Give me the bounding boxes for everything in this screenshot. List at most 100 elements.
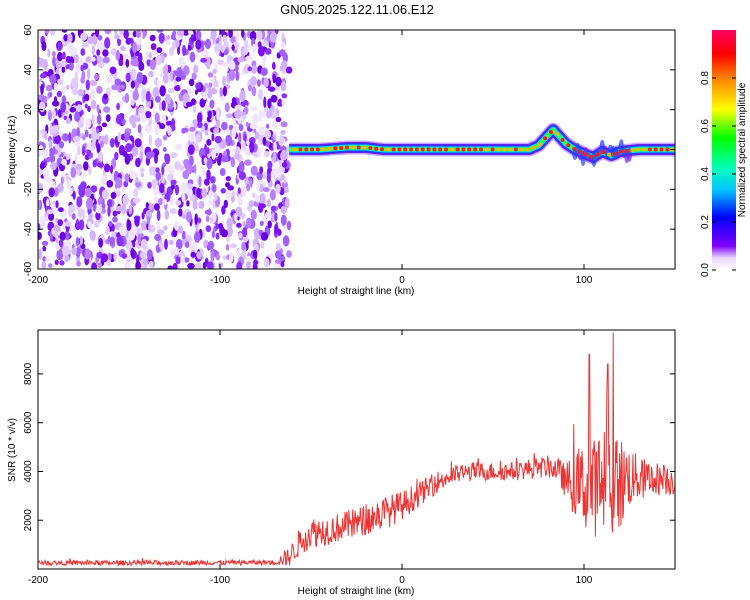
noise-speckle bbox=[256, 79, 261, 87]
noise-speckle bbox=[131, 68, 137, 80]
ridge-core-dot bbox=[601, 150, 606, 154]
noise-speckle bbox=[76, 260, 81, 267]
noise-speckle bbox=[200, 57, 208, 63]
noise-speckle bbox=[250, 105, 258, 112]
noise-speckle bbox=[38, 168, 43, 176]
noise-speckle bbox=[64, 255, 70, 262]
x-tick-label: -200 bbox=[28, 575, 48, 586]
noise-speckle bbox=[231, 196, 235, 203]
ridge-core-dot bbox=[566, 143, 571, 148]
ridge-core-dot bbox=[368, 146, 373, 150]
noise-speckle bbox=[279, 134, 284, 145]
noise-speckle bbox=[55, 200, 59, 209]
noise-speckle bbox=[167, 88, 175, 93]
snr-y-ticks: 2000 4000 6000 8000 bbox=[23, 362, 675, 531]
ridge-core-dot bbox=[426, 147, 431, 152]
noise-speckle bbox=[175, 76, 182, 82]
noise-speckle bbox=[220, 30, 225, 36]
noise-speckle bbox=[93, 73, 99, 81]
noise-speckle bbox=[69, 107, 76, 113]
snr-panel: -200 -100 0 100 2000 4000 6000 8000 Height of … bbox=[7, 329, 676, 597]
noise-speckle bbox=[237, 56, 244, 63]
noise-speckle bbox=[242, 220, 246, 227]
snr-plot-area bbox=[38, 330, 675, 569]
noise-speckle bbox=[106, 180, 114, 188]
noise-speckle bbox=[44, 130, 48, 141]
noise-speckle bbox=[225, 176, 231, 182]
ridge-core-dot bbox=[508, 147, 513, 152]
noise-speckle bbox=[257, 148, 261, 158]
noise-speckle bbox=[148, 134, 152, 146]
noise-speckle bbox=[206, 147, 210, 155]
noise-speckle bbox=[89, 80, 97, 87]
noise-speckle bbox=[135, 261, 141, 269]
colorbar-ticks: 0.0 0.2 0.4 0.6 0.8 bbox=[700, 71, 736, 277]
colorbar-tick-label: 0.6 bbox=[700, 119, 711, 133]
noise-speckle bbox=[57, 219, 64, 227]
x-tick-label: -100 bbox=[210, 575, 230, 586]
ridge-core-dot bbox=[385, 147, 390, 152]
noise-speckle bbox=[211, 133, 215, 142]
noise-speckle bbox=[272, 61, 276, 70]
colorbar-label: Normalized spectral amplitude bbox=[737, 82, 748, 217]
noise-speckle bbox=[75, 256, 81, 262]
noise-speckle bbox=[182, 170, 190, 180]
noise-speckle bbox=[74, 111, 81, 123]
noise-speckle bbox=[50, 30, 56, 37]
noise-speckle bbox=[189, 155, 194, 166]
ridge-core-dot bbox=[612, 151, 617, 156]
noise-speckle bbox=[159, 85, 166, 97]
ridge-core-dot bbox=[624, 148, 629, 153]
noise-speckle bbox=[153, 203, 160, 211]
noise-speckle bbox=[245, 55, 253, 62]
noise-speckle bbox=[76, 196, 83, 208]
noise-speckle bbox=[79, 235, 83, 246]
noise-speckle bbox=[175, 239, 183, 250]
ridge-core-dot bbox=[479, 147, 483, 152]
noise-speckle bbox=[38, 101, 46, 113]
y-tick-label: 2000 bbox=[23, 509, 34, 532]
noise-speckle bbox=[122, 194, 130, 206]
noise-speckle bbox=[55, 68, 60, 74]
noise-speckle bbox=[210, 216, 213, 224]
noise-speckle bbox=[274, 250, 282, 259]
noise-speckle bbox=[164, 210, 170, 220]
noise-speckle bbox=[57, 42, 63, 51]
noise-speckle bbox=[205, 215, 210, 223]
ridge-core-dot bbox=[665, 147, 670, 152]
noise-speckle bbox=[61, 30, 68, 33]
noise-speckle bbox=[169, 70, 175, 82]
noise-speckle bbox=[102, 49, 109, 57]
noise-speckle bbox=[73, 136, 81, 143]
noise-speckle bbox=[96, 85, 103, 94]
noise-speckle bbox=[123, 30, 129, 39]
noise-speckle bbox=[269, 189, 276, 201]
noise-speckle bbox=[241, 241, 246, 251]
noise-speckle bbox=[103, 93, 108, 100]
noise-speckle bbox=[215, 253, 220, 261]
noise-speckle bbox=[174, 184, 180, 196]
noise-speckle bbox=[209, 99, 215, 109]
noise-speckle bbox=[277, 168, 282, 180]
noise-speckle bbox=[150, 43, 157, 51]
noise-speckle bbox=[197, 121, 203, 128]
noise-speckle bbox=[130, 80, 136, 89]
noise-speckle bbox=[140, 172, 144, 178]
noise-speckle bbox=[90, 99, 97, 110]
x-tick-label: 100 bbox=[576, 275, 593, 286]
noise-speckle bbox=[53, 96, 58, 103]
noise-speckle bbox=[207, 261, 214, 269]
noise-speckle bbox=[224, 102, 230, 113]
noise-speckle bbox=[57, 78, 64, 85]
ridge-core-dot bbox=[362, 145, 367, 150]
noise-speckle bbox=[96, 40, 103, 52]
noise-speckle bbox=[148, 115, 152, 128]
noise-speckle bbox=[62, 133, 69, 142]
noise-speckle bbox=[137, 124, 142, 134]
noise-speckle bbox=[84, 93, 90, 102]
noise-speckle bbox=[104, 134, 109, 145]
noise-speckle bbox=[97, 35, 103, 41]
noise-speckle bbox=[279, 159, 283, 169]
ridge-core-dot bbox=[315, 147, 320, 152]
